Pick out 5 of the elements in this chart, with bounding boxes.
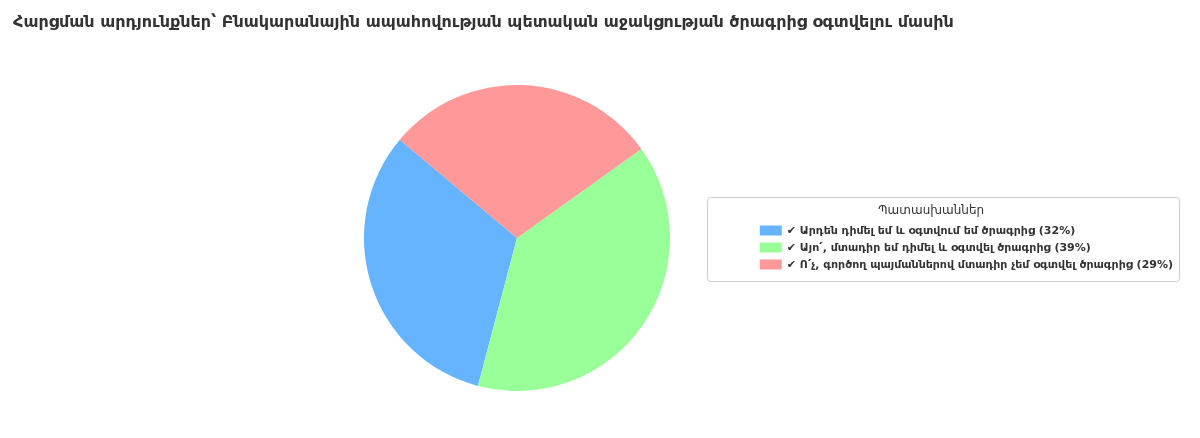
legend-label: ✔ Ո՛չ, գործող պայմաններով մտադիր չեմ օգտվել ծրագրից (29%) bbox=[786, 258, 1174, 271]
legend-label: ✔ Այո՛, մտադիր եմ դիմել և օգտվել ծրագրից (39%) bbox=[786, 241, 1091, 254]
chart-title: Հարցման արդյունքներ՝ Բնակարանային ապահովության պետական աջակցության ծրագրից օգտվելու մասին bbox=[13, 11, 954, 31]
legend-label: ✔ Արդեն դիմել եմ և օգտվում եմ ծրագրից (32%) bbox=[786, 224, 1076, 237]
legend-title: Պատասխաններ bbox=[877, 203, 985, 217]
